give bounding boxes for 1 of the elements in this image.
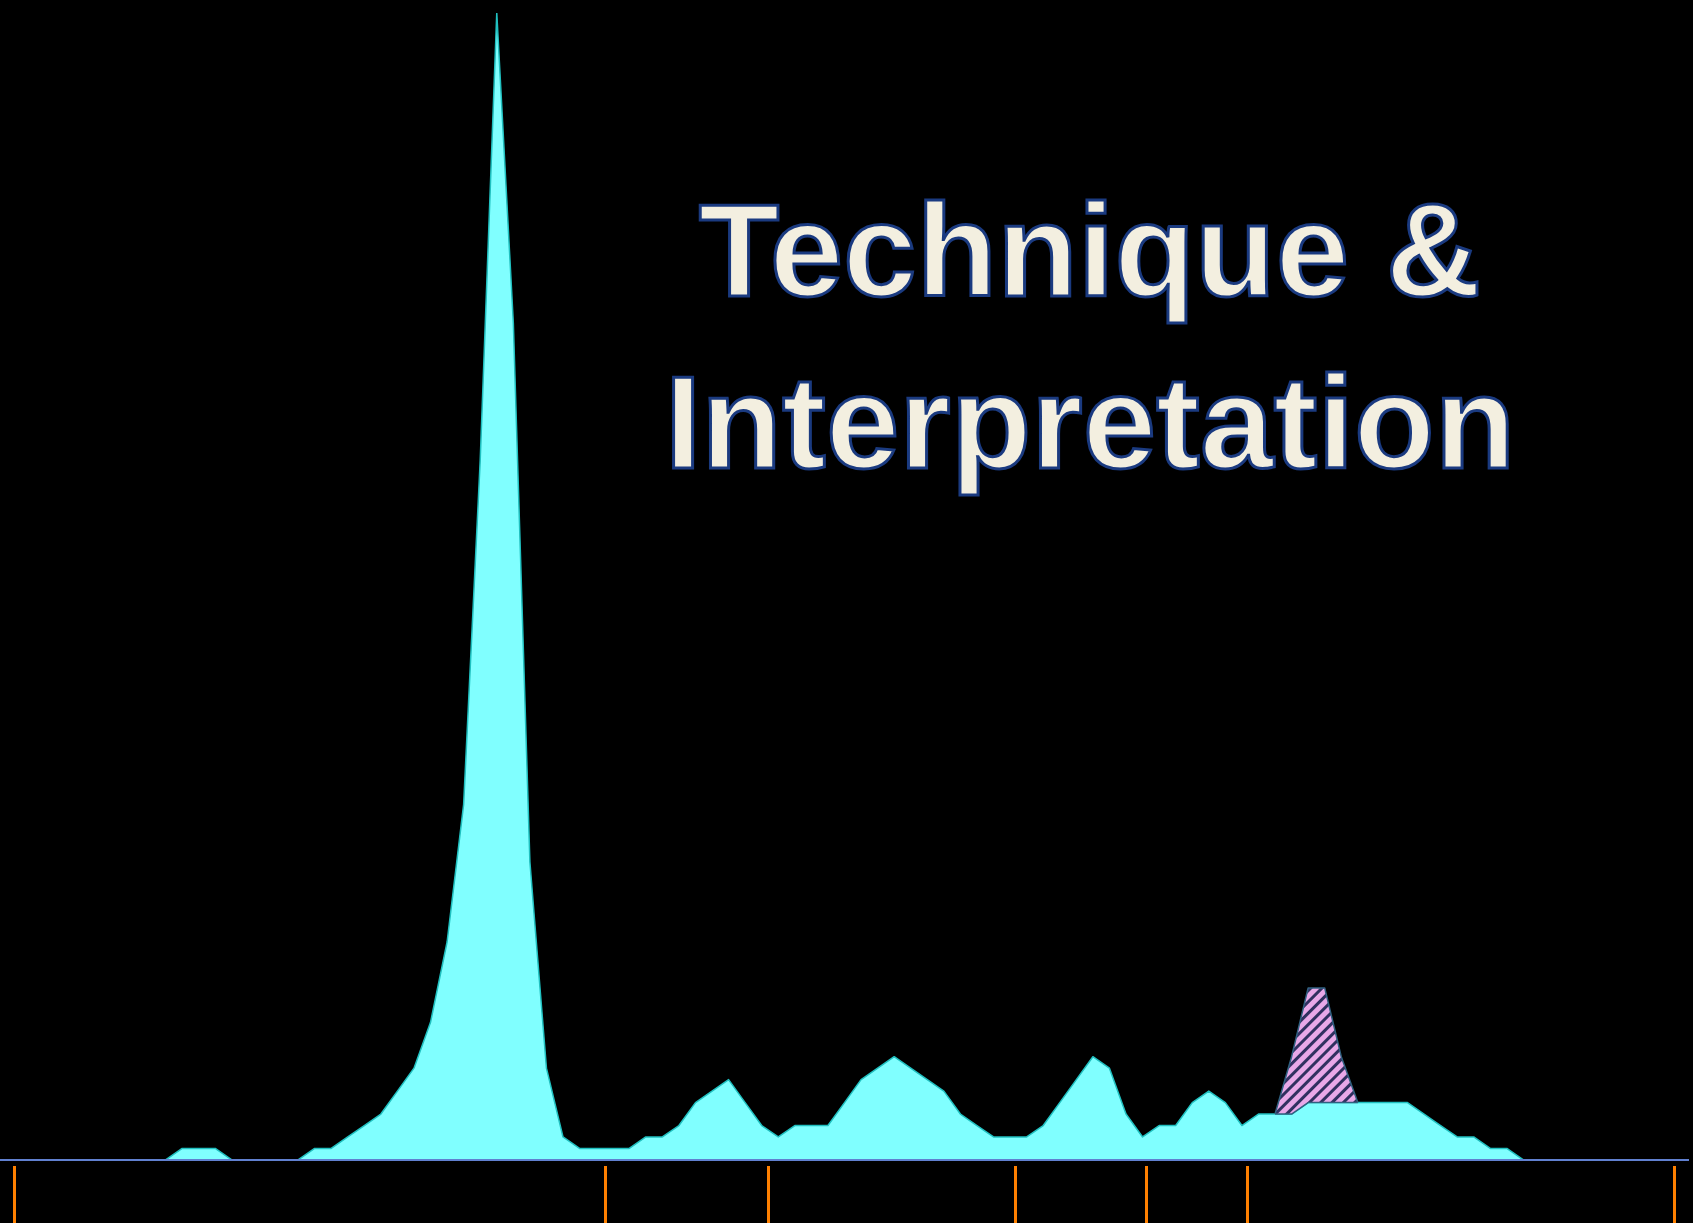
text: Technique & Interpretation [663,176,1517,498]
